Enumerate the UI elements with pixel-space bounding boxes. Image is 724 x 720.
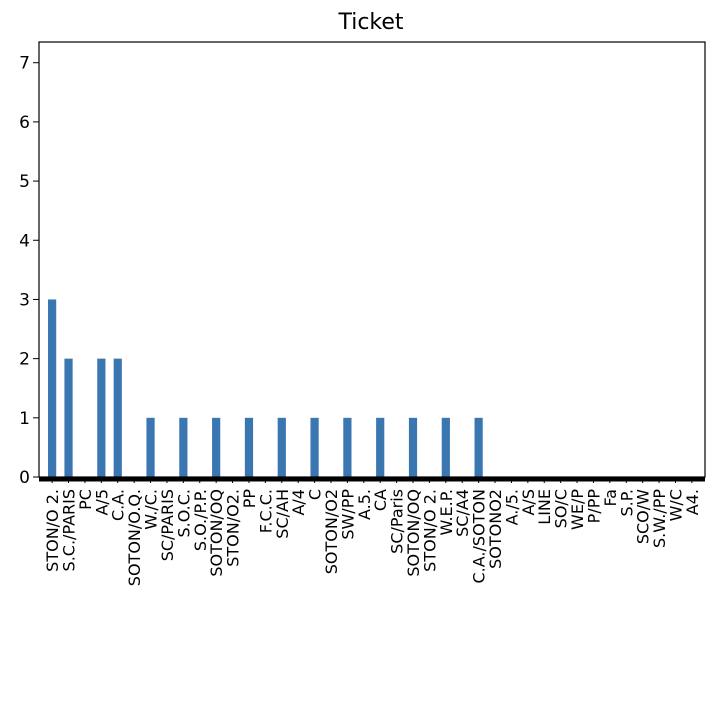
x-tick-label: SCO/W (634, 489, 653, 544)
x-tick-label: SC/Paris (388, 489, 407, 554)
x-tick-label: STON/O2. (224, 489, 243, 567)
x-tick-label: SOTONO2 (486, 489, 505, 569)
x-tick-label: STON/O 2. (43, 489, 62, 572)
bar (64, 358, 73, 477)
bar (113, 358, 122, 477)
x-tick-label: A/S (519, 489, 538, 516)
x-tick-label: A/4 (289, 489, 308, 516)
x-tick-label: SOTON/OQ (207, 489, 226, 577)
bars-group (48, 299, 483, 477)
y-tick-label: 0 (19, 468, 30, 488)
x-axis: STON/O 2.S.C./PARISPCA/5C.A.SOTON/O.Q.W.… (39, 476, 705, 586)
bar (179, 417, 188, 477)
x-tick-label: A./5. (502, 489, 521, 525)
x-tick-label: C.A./SOTON (470, 489, 489, 583)
x-tick-label: S.O.C. (174, 489, 193, 538)
x-tick-label: SOTON/O2 (322, 489, 341, 574)
x-tick-label: W/C (666, 489, 685, 521)
y-tick-label: 3 (19, 290, 30, 310)
x-tick-label: A.5. (355, 489, 374, 520)
bar (310, 417, 319, 477)
chart-title: Ticket (337, 10, 403, 35)
y-tick-label: 7 (19, 54, 30, 74)
x-tick-label: SC/AH (273, 489, 292, 539)
x-tick-label: WE/P (568, 489, 587, 530)
x-tick-label: PC (76, 489, 95, 510)
bar (146, 417, 155, 477)
x-tick-label: SOTON/O.Q. (125, 489, 144, 586)
bar (376, 417, 385, 477)
x-tick-label: P/PP (584, 489, 603, 524)
x-tick-label: C.A. (109, 489, 128, 521)
x-tick-label: LINE (535, 489, 554, 525)
x-tick-label: SC/A4 (453, 489, 472, 537)
x-tick-label: SOTON/OQ (404, 489, 423, 577)
bar (441, 417, 450, 477)
x-tick-label: F.C.C. (256, 489, 275, 533)
x-tick-label: S.O./P.P. (191, 489, 210, 551)
x-tick-label: S.W./PP (650, 489, 669, 548)
bar (97, 358, 106, 477)
x-tick-label: PP (240, 489, 259, 509)
x-tick-label: C (306, 489, 325, 500)
x-tick-label: STON/O 2. (420, 489, 439, 572)
x-tick-label: SO/C (552, 489, 571, 528)
bar (343, 417, 352, 477)
bar (48, 299, 57, 477)
y-tick-label: 1 (19, 409, 30, 429)
x-tick-label: S.C./PARIS (60, 489, 79, 571)
x-tick-label: SC/PARIS (158, 489, 177, 561)
x-tick-label: Fa (601, 489, 620, 507)
bar (408, 417, 418, 477)
plot-frame (38, 41, 706, 478)
x-tick-label: SW/PP (338, 489, 357, 540)
bar (244, 417, 254, 477)
x-tick-label: S.P. (617, 489, 636, 516)
y-axis: 0 1 2 3 4 5 6 7 (19, 54, 39, 488)
y-tick-label: 2 (19, 350, 30, 370)
x-tick-label: W./C. (142, 489, 161, 530)
y-tick-label: 6 (19, 113, 30, 133)
y-tick-label: 4 (19, 231, 30, 251)
bar (212, 417, 221, 477)
x-tick-label: W.E.P. (437, 489, 456, 536)
x-tick-label: CA (371, 489, 390, 511)
bar (474, 417, 483, 477)
y-tick-label: 5 (19, 172, 30, 192)
x-tick-label: A4. (683, 489, 702, 515)
x-tick-label: A/5 (92, 489, 111, 516)
bar (277, 417, 286, 477)
